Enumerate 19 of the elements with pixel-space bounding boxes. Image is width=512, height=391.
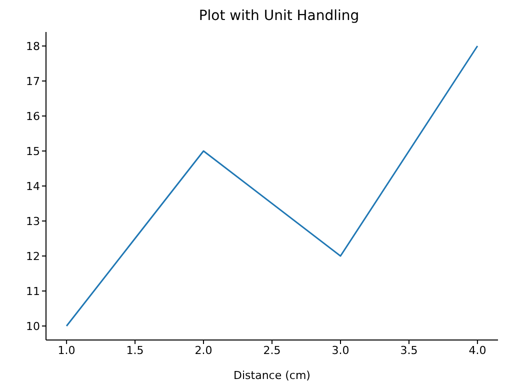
y-tick-label: 12	[26, 250, 40, 263]
x-tick-label: 4.0	[468, 344, 486, 357]
y-tick-label: 18	[26, 40, 40, 53]
y-tick-label: 15	[26, 144, 40, 158]
y-tick-label: 11	[26, 284, 40, 298]
x-tick-label: 2.0	[194, 344, 212, 357]
y-tick-label: 13	[26, 214, 40, 228]
y-tick-label: 16	[26, 110, 40, 123]
x-tick-label: 2.5	[263, 344, 281, 357]
chart-title: Plot with Unit Handling	[198, 8, 360, 24]
y-tick-label: 14	[26, 180, 40, 193]
x-tick-label: 1.5	[126, 344, 144, 357]
y-tick-label: 10	[26, 320, 40, 333]
y-tick-label: 17	[26, 74, 40, 88]
x-tick-label: 1.0	[58, 344, 76, 357]
x-tick-label: 3.5	[400, 344, 418, 357]
line-series	[66, 45, 478, 327]
x-axis-title: Distance (cm)	[234, 369, 310, 382]
x-tick-label: 3.0	[332, 344, 350, 357]
